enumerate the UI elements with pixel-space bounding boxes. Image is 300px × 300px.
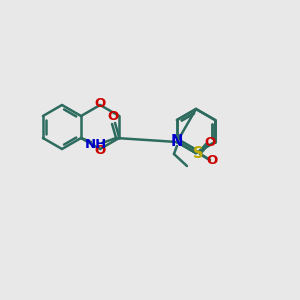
Text: O: O [107,110,119,124]
Text: O: O [204,136,216,149]
Text: O: O [94,97,106,110]
Text: O: O [94,144,106,157]
Text: S: S [193,146,203,160]
Text: N: N [171,134,183,148]
Text: NH: NH [84,139,107,152]
Text: O: O [206,154,218,166]
